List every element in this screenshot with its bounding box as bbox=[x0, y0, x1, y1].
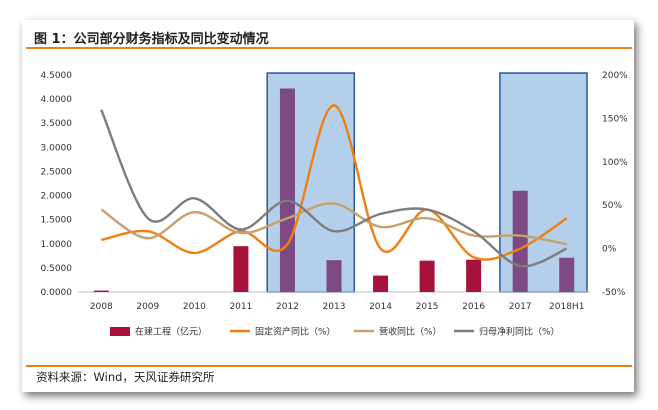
right-tick-label: 200% bbox=[602, 71, 628, 81]
bar bbox=[326, 260, 342, 292]
left-tick-label: 0.0000 bbox=[41, 288, 73, 298]
x-tick-label: 2017 bbox=[509, 302, 532, 312]
right-tick-label: 0% bbox=[602, 245, 617, 255]
x-tick-label: 2010 bbox=[183, 302, 206, 312]
bar bbox=[419, 260, 435, 292]
bar bbox=[466, 259, 482, 292]
series-line-2 bbox=[100, 202, 567, 246]
legend-label: 归母净利同比（%） bbox=[479, 326, 560, 338]
x-tick-label: 2012 bbox=[276, 302, 299, 312]
left-tick-label: 4.5000 bbox=[41, 71, 73, 81]
x-tick-label: 2013 bbox=[323, 302, 346, 312]
top-rule bbox=[26, 47, 632, 49]
x-tick-label: 2014 bbox=[369, 302, 392, 312]
legend-label: 固定资产同比（%） bbox=[255, 326, 336, 338]
x-tick-label: 2018H1 bbox=[549, 302, 584, 312]
left-tick-label: 1.5000 bbox=[41, 216, 73, 226]
x-tick-label: 2016 bbox=[462, 302, 485, 312]
x-tick-label: 2011 bbox=[229, 302, 252, 312]
chart-title: 图 1：公司部分财务指标及同比变动情况 bbox=[34, 32, 269, 47]
right-tick-label: 150% bbox=[602, 114, 628, 124]
bar bbox=[559, 257, 575, 292]
bar bbox=[233, 246, 249, 292]
left-tick-label: 3.5000 bbox=[41, 119, 73, 129]
bar bbox=[512, 190, 528, 292]
right-tick-label: 100% bbox=[602, 158, 628, 168]
legend-label: 在建工程（亿元） bbox=[135, 326, 207, 338]
source-note: 资料来源：Wind，天风证券研究所 bbox=[36, 370, 215, 384]
left-tick-label: 0.5000 bbox=[41, 264, 73, 274]
x-tick-label: 2009 bbox=[136, 302, 159, 312]
series-line-3 bbox=[100, 109, 568, 268]
bar bbox=[279, 88, 295, 292]
left-tick-label: 1.0000 bbox=[41, 240, 73, 250]
legend-label: 营收同比（%） bbox=[379, 326, 442, 338]
bar bbox=[373, 275, 389, 292]
right-tick-label: 50% bbox=[602, 201, 622, 211]
x-tick-label: 2008 bbox=[90, 302, 113, 312]
series-line-1 bbox=[101, 104, 568, 261]
left-tick-label: 3.0000 bbox=[41, 143, 73, 153]
legend-swatch bbox=[110, 327, 130, 336]
x-tick-label: 2015 bbox=[416, 302, 439, 312]
left-tick-label: 2.0000 bbox=[41, 192, 73, 202]
bar bbox=[93, 290, 109, 292]
left-tick-label: 2.5000 bbox=[41, 167, 73, 177]
right-tick-label: -50% bbox=[602, 288, 626, 298]
left-tick-label: 4.0000 bbox=[41, 95, 73, 105]
bottom-rule bbox=[26, 365, 632, 367]
